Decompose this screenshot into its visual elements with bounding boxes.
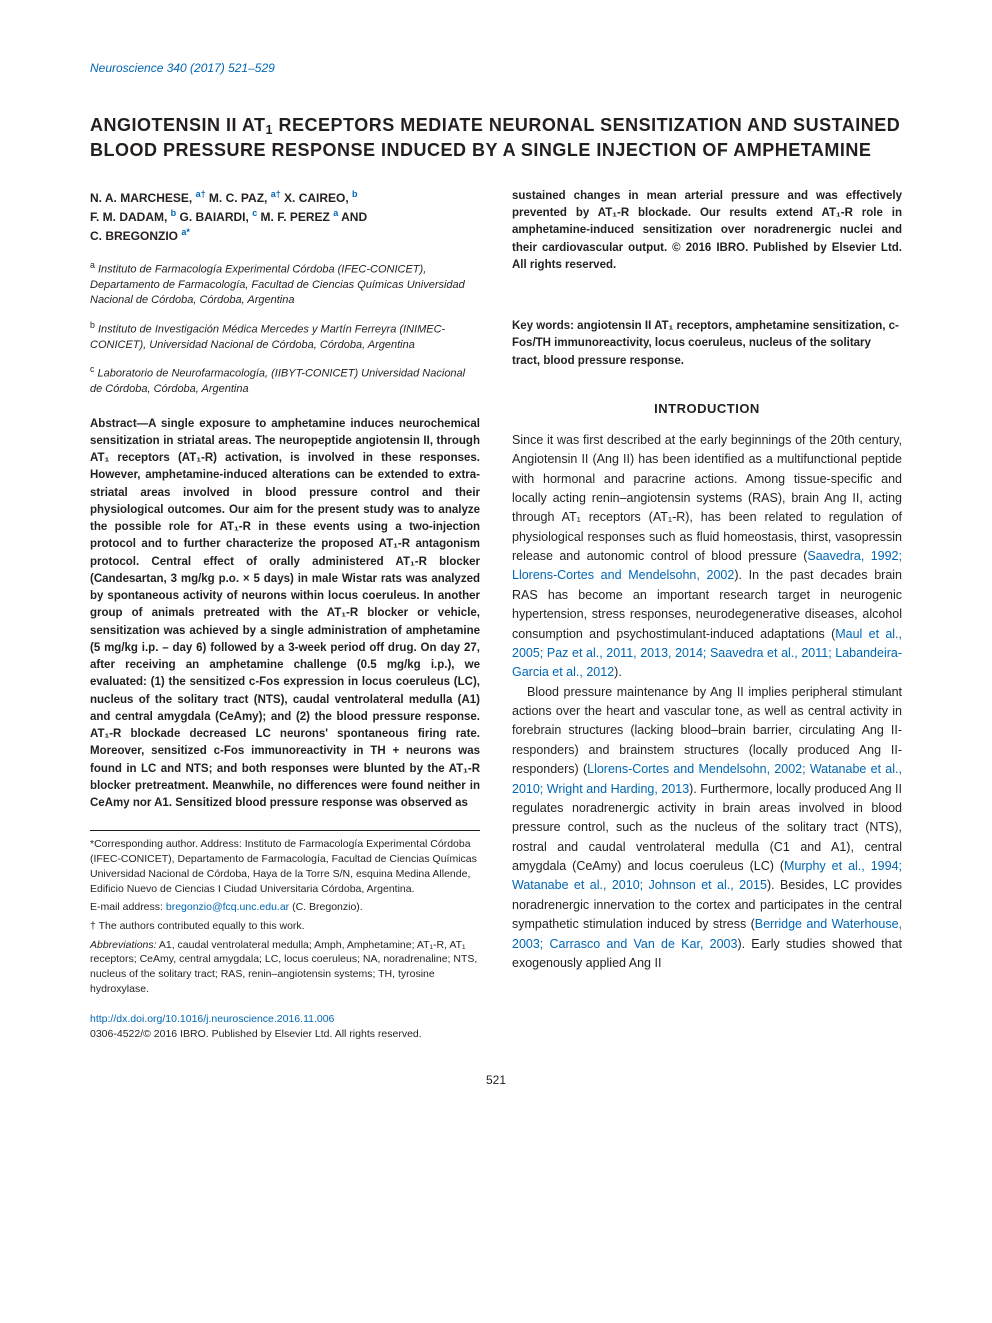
footnote-corr-text: Corresponding author. Address: Instituto… <box>90 838 477 894</box>
affil-text: Instituto de Farmacología Experimental C… <box>90 264 465 307</box>
author: G. BAIARDI, <box>176 210 252 224</box>
introduction-body: Since it was first described at the earl… <box>512 431 902 974</box>
author-affil-sup: a* <box>181 227 190 237</box>
abstract-left: Abstract—A single exposure to amphetamin… <box>90 416 480 813</box>
affiliation: a Instituto de Farmacología Experimental… <box>90 259 480 309</box>
abstract-right: sustained changes in mean arterial press… <box>512 188 902 274</box>
footnote-email: E-mail address: bregonzio@fcq.unc.edu.ar… <box>90 900 480 915</box>
author-affil-sup: a† <box>196 189 206 199</box>
author-affil-sup: b <box>352 189 358 199</box>
p1-a: Since it was first described at the earl… <box>512 433 902 563</box>
affil-text: Instituto de Investigación Médica Merced… <box>90 323 445 350</box>
article-title: ANGIOTENSIN II AT1 RECEPTORS MEDIATE NEU… <box>90 113 902 162</box>
footnote-abbreviations: Abbreviations: A1, caudal ventrolateral … <box>90 938 480 997</box>
author: X. CAIREO, <box>281 191 352 205</box>
abbr-label: Abbreviations: <box>90 939 157 951</box>
left-column: N. A. MARCHESE, a† M. C. PAZ, a† X. CAIR… <box>90 188 480 1042</box>
keywords: Key words: angiotensin II AT₁ receptors,… <box>512 318 902 370</box>
author-and: AND <box>338 210 367 224</box>
author: N. A. MARCHESE, <box>90 191 196 205</box>
author-list: N. A. MARCHESE, a† M. C. PAZ, a† X. CAIR… <box>90 188 480 245</box>
author: C. BREGONZIO <box>90 229 181 243</box>
affil-sup: a <box>90 260 95 270</box>
footnotes: *Corresponding author. Address: Institut… <box>90 830 480 996</box>
copyright-line: 0306-4522/© 2016 IBRO. Published by Else… <box>90 1027 480 1042</box>
email-label: E-mail address: <box>90 901 166 913</box>
email-tail: (C. Bregonzio). <box>289 901 363 913</box>
affiliation: c Laboratorio de Neurofarmacología, (IIB… <box>90 363 480 397</box>
section-heading-introduction: INTRODUCTION <box>512 400 902 419</box>
footnote-equal-contrib: † The authors contributed equally to thi… <box>90 919 480 934</box>
author: M. C. PAZ, <box>206 191 271 205</box>
doi-block: http://dx.doi.org/10.1016/j.neuroscience… <box>90 1012 480 1041</box>
intro-paragraph-2: Blood pressure maintenance by Ang II imp… <box>512 683 902 974</box>
affil-sup: c <box>90 364 94 374</box>
journal-reference: Neuroscience 340 (2017) 521–529 <box>90 60 902 77</box>
author: M. F. PEREZ <box>257 210 333 224</box>
p1-c: ). <box>614 665 622 679</box>
affil-text: Laboratorio de Neurofarmacología, (IIBYT… <box>90 368 465 395</box>
two-column-layout: N. A. MARCHESE, a† M. C. PAZ, a† X. CAIR… <box>90 188 902 1042</box>
page-number: 521 <box>90 1072 902 1089</box>
intro-paragraph-1: Since it was first described at the earl… <box>512 431 902 683</box>
email-link[interactable]: bregonzio@fcq.unc.edu.ar <box>166 901 289 913</box>
footnote-corresponding: *Corresponding author. Address: Institut… <box>90 837 480 896</box>
affiliation: b Instituto de Investigación Médica Merc… <box>90 319 480 353</box>
affil-sup: b <box>90 320 95 330</box>
doi-link[interactable]: http://dx.doi.org/10.1016/j.neuroscience… <box>90 1012 480 1027</box>
right-column: sustained changes in mean arterial press… <box>512 188 902 1042</box>
author-affil-sup: a† <box>271 189 281 199</box>
dagger-text: The authors contributed equally to this … <box>96 920 305 932</box>
author: F. M. DADAM, <box>90 210 171 224</box>
